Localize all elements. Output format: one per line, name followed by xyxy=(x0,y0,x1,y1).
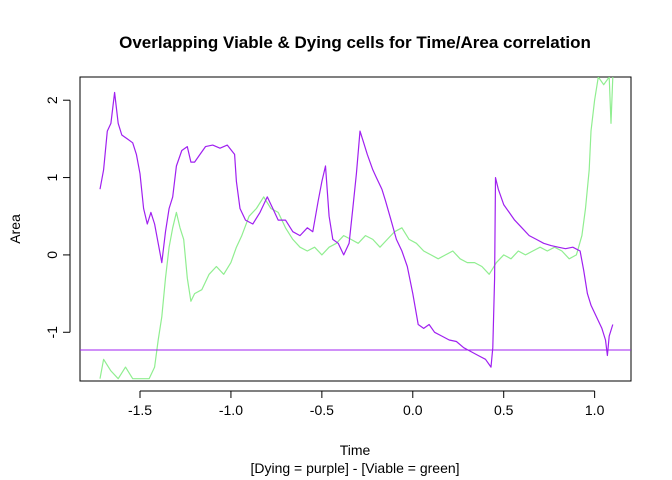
x-axis: -1.5 -1.0 -0.5 0.0 0.5 1.0 xyxy=(128,390,605,418)
y-tick-label: -1 xyxy=(44,326,60,339)
x-axis-label: Time xyxy=(340,442,371,458)
y-axis: -1 0 1 2 xyxy=(44,96,71,339)
x-tick-label: -1.0 xyxy=(219,402,243,418)
x-tick-label: -1.5 xyxy=(128,402,152,418)
chart-subtitle: [Dying = purple] - [Viable = green] xyxy=(250,460,459,476)
plot-frame xyxy=(79,76,632,382)
y-tick-label: 0 xyxy=(44,251,60,259)
y-tick-label: 1 xyxy=(44,173,60,181)
x-tick-label: 1.0 xyxy=(585,402,605,418)
chart-title: Overlapping Viable & Dying cells for Tim… xyxy=(119,33,591,52)
y-tick-label: 2 xyxy=(44,96,60,104)
series-line-dying xyxy=(99,91,614,368)
series-layer xyxy=(99,77,614,380)
x-tick-label: -0.5 xyxy=(310,402,334,418)
series-line-viable xyxy=(99,77,614,380)
x-tick-label: 0.0 xyxy=(403,402,423,418)
y-axis-label: Area xyxy=(7,214,23,244)
x-tick-label: 0.5 xyxy=(494,402,514,418)
